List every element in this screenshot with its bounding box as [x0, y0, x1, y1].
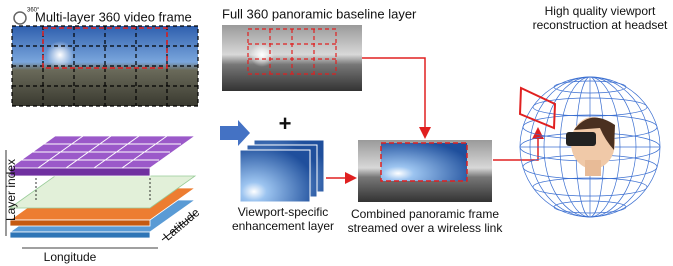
caption: Viewport-specific [238, 205, 328, 219]
frame-title: Multi-layer 360 video frame [35, 9, 192, 24]
diagram: 360° Multi-layer 360 video frame Layer i… [0, 0, 673, 266]
headset-title: reconstruction at headset [533, 18, 668, 32]
arrow [220, 120, 250, 146]
arrow [362, 58, 425, 136]
arrow [493, 130, 538, 160]
baseline-title: Full 360 panoramic baseline layer [222, 6, 417, 21]
viewport [520, 88, 555, 128]
headset-title: High quality viewport [545, 4, 656, 18]
enhancement-layer [240, 140, 324, 202]
axis-label: Longitude [44, 250, 97, 264]
caption: enhancement layer [232, 219, 334, 233]
plus: + [279, 111, 292, 136]
baseline-layer: Full 360 panoramic baseline layer [222, 6, 417, 91]
axis-label: Layer index [4, 159, 18, 221]
caption: streamed over a wireless link [348, 221, 504, 235]
head [566, 117, 615, 176]
video-frame: 360° Multi-layer 360 video frame [12, 8, 198, 106]
combined-frame [358, 140, 492, 202]
caption: Combined panoramic frame [351, 207, 499, 221]
